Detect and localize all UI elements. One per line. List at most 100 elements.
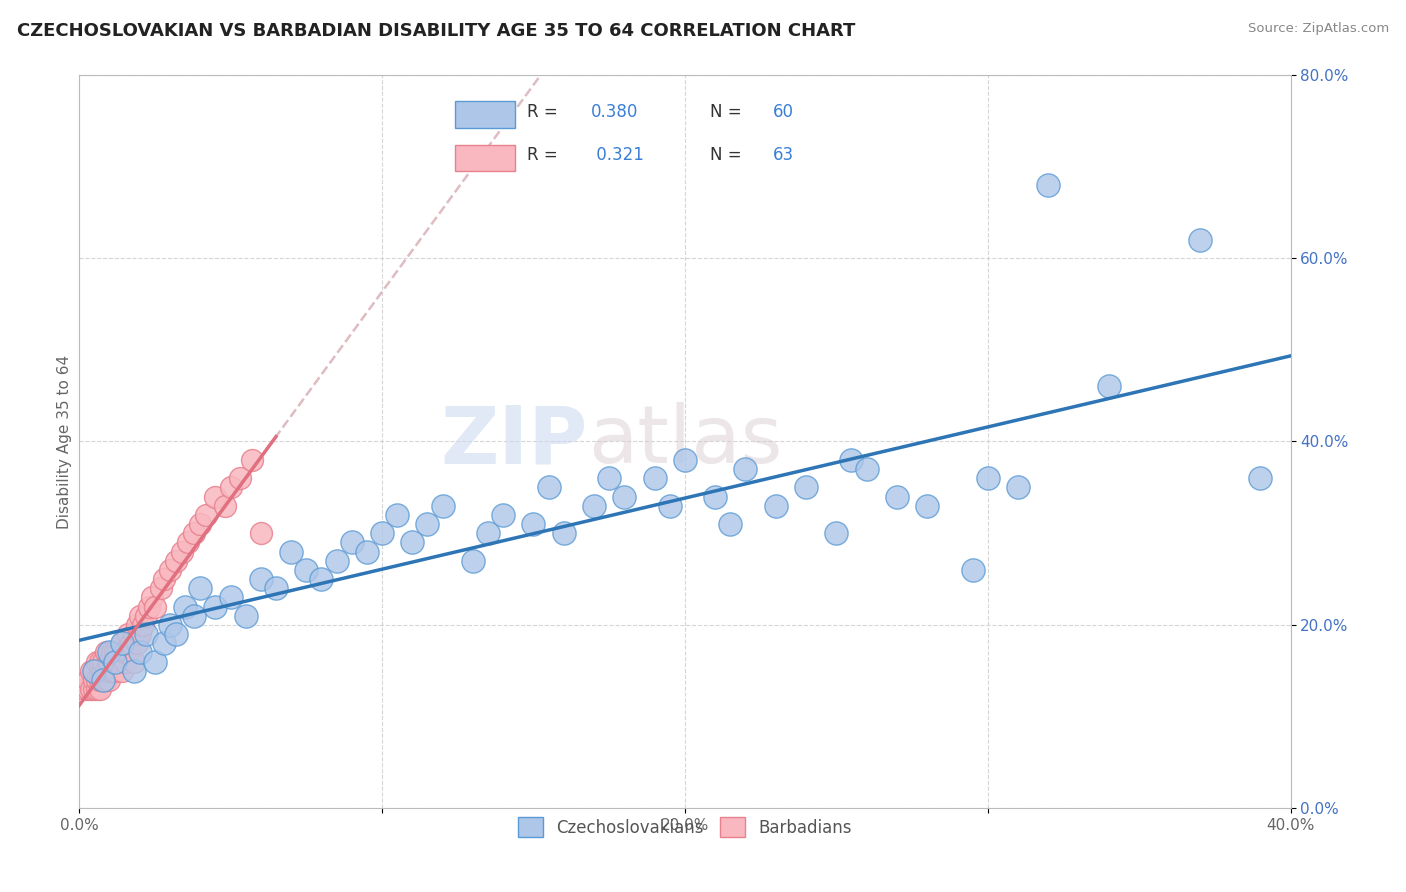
Point (86, 673, 108, 687)
Legend: Czechoslovakians, Barbadians: Czechoslovakians, Barbadians (510, 811, 859, 844)
Point (977, 471, 1000, 485)
Point (235, 608, 257, 623)
Point (734, 462, 756, 476)
Point (83, 682, 105, 697)
Point (93, 673, 115, 687)
Point (135, 627, 157, 641)
Point (385, 508, 408, 522)
Point (89, 673, 111, 687)
Point (96, 673, 118, 687)
Text: CZECHOSLOVAKIAN VS BARBADIAN DISABILITY AGE 35 TO 64 CORRELATION CHART: CZECHOSLOVAKIAN VS BARBADIAN DISABILITY … (17, 22, 855, 40)
Point (174, 599, 197, 614)
Point (673, 453, 696, 467)
Point (280, 544, 302, 558)
Point (96, 645, 118, 659)
Point (104, 664, 127, 678)
Point (553, 526, 575, 541)
Point (75, 682, 97, 697)
Point (141, 591, 163, 605)
Point (1038, 178, 1060, 192)
Point (89, 682, 111, 697)
Point (114, 655, 136, 669)
Point (135, 608, 157, 623)
Point (825, 526, 848, 541)
Point (461, 554, 484, 568)
Point (1098, 379, 1121, 393)
Point (98, 664, 121, 678)
Point (125, 618, 148, 632)
Point (165, 554, 187, 568)
Point (128, 627, 150, 641)
Point (311, 572, 333, 586)
Point (117, 627, 139, 641)
Point (153, 572, 176, 586)
Point (122, 655, 145, 669)
Point (264, 581, 287, 595)
Point (83, 664, 105, 678)
Point (325, 554, 347, 568)
Point (183, 608, 205, 623)
Point (718, 516, 741, 531)
Point (794, 480, 817, 494)
Point (416, 516, 439, 531)
Point (98, 655, 121, 669)
Text: atlas: atlas (588, 402, 782, 481)
Point (295, 563, 318, 577)
Point (125, 636, 148, 650)
Point (644, 471, 666, 485)
Point (522, 516, 544, 531)
Point (104, 655, 127, 669)
Point (83, 664, 105, 678)
Point (598, 471, 620, 485)
Point (340, 535, 363, 549)
Point (89, 655, 111, 669)
Point (1007, 480, 1029, 494)
Y-axis label: Disability Age 35 to 64: Disability Age 35 to 64 (58, 354, 72, 529)
Point (177, 535, 200, 549)
Point (183, 526, 205, 541)
Point (107, 655, 129, 669)
Point (219, 480, 242, 494)
Point (120, 636, 142, 650)
Point (188, 581, 211, 595)
Point (356, 544, 378, 558)
Point (143, 655, 166, 669)
Point (172, 544, 194, 558)
Point (401, 535, 423, 549)
Point (582, 499, 605, 513)
Point (98, 673, 121, 687)
Point (132, 618, 155, 632)
Point (219, 591, 242, 605)
Point (149, 581, 172, 595)
Point (93, 655, 115, 669)
Point (165, 627, 187, 641)
Point (214, 499, 236, 513)
Point (371, 526, 394, 541)
Point (117, 645, 139, 659)
Point (101, 664, 124, 678)
Point (915, 499, 938, 513)
Point (143, 599, 166, 614)
Point (86, 655, 108, 669)
Point (80, 664, 103, 678)
Point (107, 645, 129, 659)
Point (765, 499, 787, 513)
Point (98, 645, 121, 659)
Point (613, 490, 636, 504)
Point (432, 499, 454, 513)
Point (250, 572, 273, 586)
Point (492, 508, 515, 522)
Point (93, 673, 115, 687)
Point (122, 664, 145, 678)
Point (1249, 471, 1271, 485)
Point (841, 453, 863, 467)
Point (704, 490, 727, 504)
Text: ZIP: ZIP (440, 402, 588, 481)
Point (228, 471, 250, 485)
Point (195, 508, 218, 522)
Point (138, 599, 160, 614)
Point (110, 636, 132, 650)
Text: Source: ZipAtlas.com: Source: ZipAtlas.com (1249, 22, 1389, 36)
Point (83, 673, 105, 687)
Point (122, 627, 145, 641)
